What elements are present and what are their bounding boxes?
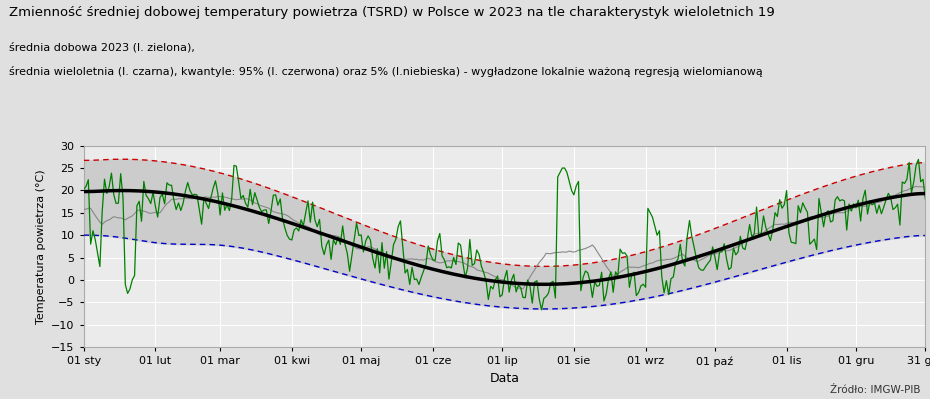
Text: Zmienność średniej dobowej temperatury powietrza (TSRD) w Polsce w 2023 na tle c: Zmienność średniej dobowej temperatury p…	[9, 6, 775, 19]
Text: średnia wieloletnia (l. czarna), kwantyle: 95% (l. czerwona) oraz 5% (l.niebiesk: średnia wieloletnia (l. czarna), kwantyl…	[9, 66, 763, 77]
Text: średnia dobowa 2023 (l. zielona),: średnia dobowa 2023 (l. zielona),	[9, 42, 195, 52]
Y-axis label: Temperatura powietrza (°C): Temperatura powietrza (°C)	[35, 169, 46, 324]
Text: Źródło: IMGW-PIB: Źródło: IMGW-PIB	[830, 385, 921, 395]
X-axis label: Data: Data	[489, 372, 520, 385]
